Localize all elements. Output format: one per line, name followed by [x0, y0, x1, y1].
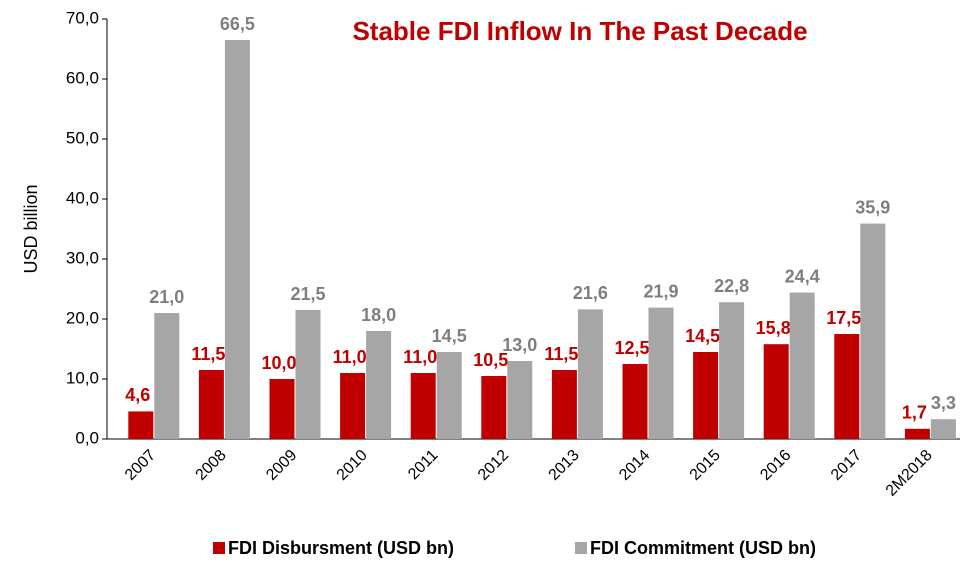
bar: [648, 307, 674, 439]
bar: [834, 334, 860, 439]
legend-swatch: [575, 542, 587, 554]
x-tick-label: 2017: [828, 447, 865, 484]
x-tick-label: 2008: [193, 447, 230, 484]
value-label: 11,5: [544, 344, 578, 364]
value-label: 1,7: [902, 403, 927, 423]
bar: [693, 352, 719, 439]
bar: [410, 373, 436, 439]
x-tick-label: 2010: [334, 447, 371, 484]
y-tick-label: 30,0: [66, 248, 99, 267]
bar: [295, 310, 321, 439]
value-label: 17,5: [826, 308, 861, 328]
bar: [366, 331, 392, 439]
x-tick-label: 2015: [687, 447, 724, 484]
x-tick-label: 2007: [122, 447, 159, 484]
value-label: 21,5: [290, 284, 325, 304]
value-label: 13,0: [502, 335, 537, 355]
value-label: 11,0: [333, 347, 367, 367]
value-label: 21,6: [573, 283, 608, 303]
bar: [930, 419, 956, 439]
bar: [577, 309, 603, 439]
value-label: 24,4: [785, 266, 820, 286]
x-tick-label: 2013: [546, 447, 583, 484]
y-tick-label: 70,0: [66, 8, 99, 27]
value-label: 66,5: [220, 14, 255, 34]
y-tick-label: 40,0: [66, 188, 99, 207]
bar: [269, 379, 295, 439]
value-label: 22,8: [714, 276, 749, 296]
bar: [551, 370, 577, 439]
bar: [340, 373, 366, 439]
value-label: 11,0: [403, 347, 437, 367]
bar: [128, 411, 154, 439]
y-tick-label: 20,0: [66, 308, 99, 327]
value-label: 12,5: [614, 338, 649, 358]
legend-label: FDI Commitment (USD bn): [590, 538, 816, 558]
value-label: 10,5: [473, 350, 508, 370]
y-tick-label: 50,0: [66, 128, 99, 147]
bar: [904, 428, 930, 439]
value-label: 11,5: [191, 344, 225, 364]
y-axis-label: USD billion: [21, 184, 41, 273]
x-tick-label: 2012: [475, 447, 512, 484]
value-label: 21,0: [149, 287, 184, 307]
value-label: 21,9: [643, 281, 678, 301]
value-label: 10,0: [261, 353, 296, 373]
bar: [507, 361, 533, 439]
bar: [789, 292, 815, 439]
y-tick-label: 60,0: [66, 68, 99, 87]
bar: [154, 313, 180, 439]
x-tick-label: 2011: [405, 447, 441, 483]
x-tick-label: 2014: [616, 447, 653, 484]
x-tick-label: 2016: [757, 447, 794, 484]
value-label: 4,6: [125, 385, 150, 405]
bar: [198, 370, 224, 439]
value-label: 3,3: [931, 393, 956, 413]
value-label: 15,8: [756, 318, 791, 338]
bar: [763, 344, 789, 439]
bar: [481, 376, 507, 439]
bar: [622, 364, 648, 439]
bar: [860, 223, 886, 439]
chart-title: Stable FDI Inflow In The Past Decade: [352, 16, 807, 46]
value-label: 14,5: [432, 326, 467, 346]
legend-label: FDI Disbursment (USD bn): [228, 538, 454, 558]
bar: [436, 352, 462, 439]
value-label: 35,9: [855, 197, 890, 217]
value-label: 14,5: [685, 326, 720, 346]
bar: [224, 40, 250, 439]
x-tick-label: 2009: [263, 447, 300, 484]
value-label: 18,0: [361, 305, 396, 325]
bar: [719, 302, 745, 439]
x-tick-label: 2M2018: [883, 447, 936, 500]
y-tick-label: 0,0: [75, 428, 99, 447]
legend-swatch: [213, 542, 225, 554]
y-tick-label: 10,0: [66, 368, 99, 387]
